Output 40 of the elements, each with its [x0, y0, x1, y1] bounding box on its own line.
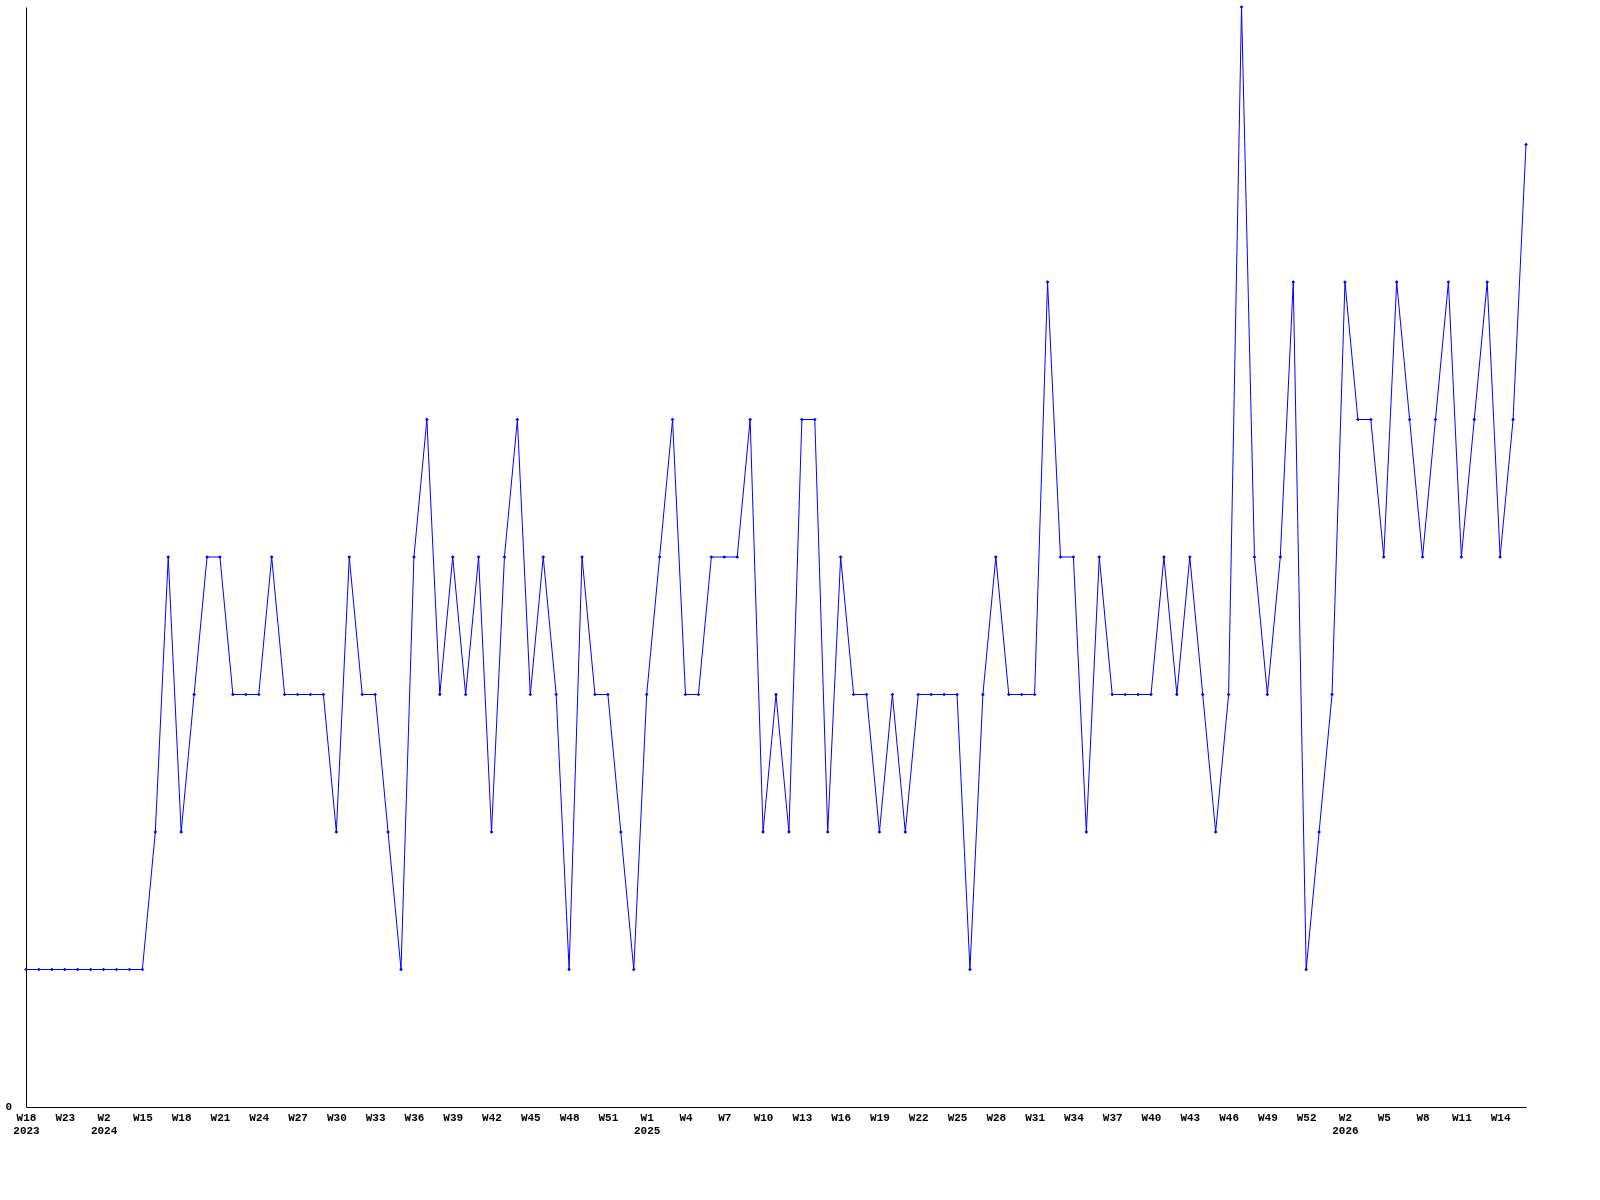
x-tick-label: W40	[1141, 1111, 1162, 1124]
x-tick-label: W11	[1451, 1111, 1473, 1124]
x-tick-label: W19	[870, 1111, 890, 1124]
x-tick-label: W23	[55, 1111, 76, 1124]
x-tick-label: W14	[1490, 1111, 1511, 1124]
x-tick-label: W2 2026	[1332, 1111, 1359, 1137]
x-tick-label: W18 2023	[13, 1111, 41, 1137]
x-tick-label: W30	[326, 1111, 347, 1124]
x-tick-label: W24	[249, 1111, 270, 1124]
x-tick-label: W43	[1180, 1111, 1201, 1124]
x-tick-label: W52	[1296, 1111, 1317, 1124]
x-tick-label: W7	[718, 1111, 732, 1124]
x-tick-label: W15	[132, 1111, 154, 1124]
x-tick-label: W21	[210, 1111, 231, 1124]
x-tick-label: W37	[1102, 1111, 1123, 1124]
x-tick-label: W8	[1416, 1111, 1431, 1124]
x-tick-label: W45	[520, 1111, 542, 1124]
text: 0	[5, 1101, 12, 1113]
x-tick-label: W22	[908, 1111, 929, 1124]
x-tick-label: W46	[1219, 1111, 1239, 1124]
x-tick-label: W5	[1377, 1111, 1392, 1124]
x-tick-label: W18	[171, 1111, 192, 1124]
x-tick-label: W1 2025	[633, 1111, 661, 1137]
x-tick-label: W31	[1025, 1111, 1046, 1124]
x-tick-label: W28	[986, 1111, 1007, 1124]
x-tick-label: W10	[753, 1111, 774, 1124]
x-tick-label: W33	[365, 1111, 386, 1124]
x-tick-label: W2 2024	[90, 1111, 118, 1137]
x-tick-label: W36	[404, 1111, 425, 1124]
x-tick-label: W48	[559, 1111, 580, 1124]
x-tick-label: W25	[947, 1111, 968, 1124]
x-tick-label: W4	[679, 1111, 693, 1124]
x-tick-label: W51	[598, 1111, 619, 1124]
x-tick-label: W16	[831, 1111, 852, 1124]
x-tick-label: W13	[792, 1111, 813, 1124]
x-tick-label: W27	[288, 1111, 308, 1124]
x-tick-label: W42	[482, 1111, 502, 1124]
x-tick-label: W39	[443, 1111, 464, 1124]
x-tick-label: W49	[1257, 1111, 1278, 1124]
x-tick-label: W34	[1064, 1111, 1085, 1124]
